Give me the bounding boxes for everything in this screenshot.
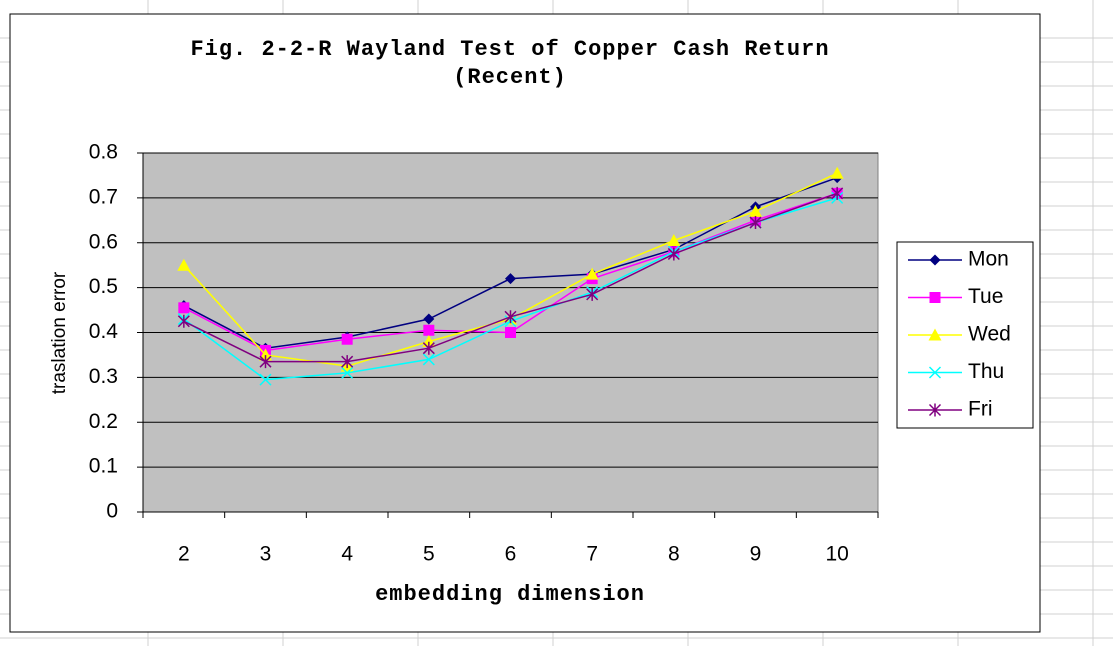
x-tick-label: 4	[341, 543, 353, 566]
y-axis-title: traslation error	[49, 271, 70, 394]
marker	[585, 267, 599, 280]
marker	[749, 216, 762, 230]
marker	[423, 313, 435, 325]
y-tick-label: 0.5	[89, 275, 118, 298]
marker	[929, 254, 941, 266]
marker	[341, 333, 353, 345]
marker	[928, 366, 942, 379]
y-tick-label: 0.6	[89, 230, 118, 253]
marker	[929, 292, 941, 303]
y-tick-label: 0.8	[89, 141, 118, 164]
y-tick-label: 0	[106, 500, 118, 523]
marker	[423, 324, 435, 336]
marker	[259, 373, 272, 386]
marker	[505, 273, 516, 285]
x-tick-label: 8	[668, 543, 680, 566]
y-tick-label: 0.3	[89, 365, 118, 388]
marker	[831, 186, 844, 200]
y-tick-label: 0.7	[89, 185, 118, 208]
marker	[341, 366, 354, 379]
marker	[667, 234, 681, 247]
marker	[830, 166, 844, 179]
marker	[928, 328, 942, 341]
marker	[177, 314, 190, 328]
x-tick-label: 10	[825, 543, 848, 566]
marker	[667, 247, 680, 261]
marker	[749, 204, 762, 217]
y-tick-label: 0.2	[89, 410, 118, 433]
legend-label: Wed	[968, 323, 1011, 346]
marker	[586, 287, 599, 301]
x-axis-title: embedding dimension	[375, 582, 645, 607]
y-tick-label: 0.4	[89, 320, 119, 343]
legend-label: Fri	[968, 398, 993, 421]
marker	[259, 355, 272, 369]
legend-label: Thu	[968, 360, 1004, 383]
marker	[341, 355, 354, 369]
x-tick-label: 6	[505, 543, 517, 566]
marker	[177, 258, 191, 271]
chart-title: Fig. 2-2-R Wayland Test of Copper Cash R…	[190, 37, 830, 90]
x-tick-label: 5	[423, 543, 435, 566]
marker	[422, 353, 435, 366]
marker	[928, 403, 942, 417]
marker	[505, 327, 516, 338]
x-tick-label: 3	[260, 543, 272, 566]
marker	[422, 341, 435, 355]
marker	[504, 310, 517, 324]
x-tick-label: 9	[750, 543, 762, 566]
legend-label: Tue	[968, 285, 1003, 308]
x-tick-label: 2	[178, 543, 190, 566]
y-tick-label: 0.1	[89, 455, 118, 478]
x-tick-label: 7	[586, 543, 598, 566]
marker	[178, 302, 190, 314]
legend-label: Mon	[968, 248, 1009, 271]
